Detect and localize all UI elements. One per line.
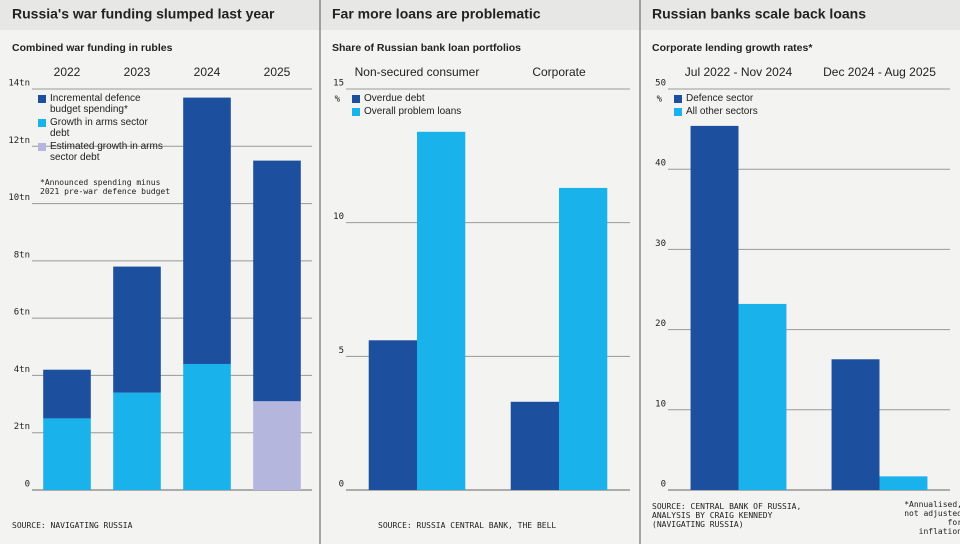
- legend-swatch: [674, 95, 682, 103]
- y-tick-label: 40: [655, 159, 666, 169]
- legend: Overdue debt Overall problem loans: [352, 93, 512, 119]
- legend-swatch: [352, 108, 360, 116]
- bar-segment: [253, 401, 301, 490]
- unit-label: %: [335, 95, 341, 105]
- category-label: 2022: [54, 65, 81, 79]
- category-label: Dec 2024 - Aug 2025: [823, 65, 936, 79]
- y-tick-label: 6tn: [14, 308, 30, 318]
- legend-label: Defence sector: [686, 93, 754, 104]
- legend-label: Overdue debt: [364, 93, 425, 104]
- y-tick-label: 20: [655, 319, 666, 329]
- source: SOURCE: NAVIGATING RUSSIA: [12, 521, 133, 530]
- bar-segment: [253, 160, 301, 402]
- legend-item: Overall problem loans: [352, 106, 512, 117]
- category-label: Non-secured consumer: [355, 65, 480, 79]
- category-label: 2023: [124, 65, 151, 79]
- legend-item: Estimated growth in arms sector debt: [38, 141, 168, 163]
- legend-label: Estimated growth in arms sector debt: [50, 141, 163, 163]
- header-band: [0, 0, 960, 30]
- legend-label: Growth in arms sector debt: [50, 117, 148, 139]
- panel-subtitle: Share of Russian bank loan portfolios: [332, 42, 521, 54]
- legend-swatch: [352, 95, 360, 103]
- panel-title: Russia's war funding slumped last year: [12, 6, 275, 22]
- bar-segment: [183, 97, 231, 364]
- y-tick-label: 10tn: [8, 193, 30, 203]
- bar: [417, 131, 466, 491]
- y-tick-label: 4tn: [14, 365, 30, 375]
- legend-label: Overall problem loans: [364, 106, 462, 117]
- legend-item: Overdue debt: [352, 93, 512, 104]
- legend-label: All other sectors: [686, 106, 758, 117]
- bar: [879, 476, 928, 490]
- legend: Incremental defence budget spending* Grow…: [38, 93, 168, 165]
- bar: [690, 125, 739, 490]
- bar-segment: [43, 418, 91, 490]
- bar: [510, 401, 559, 490]
- panel-subtitle: Combined war funding in rubles: [12, 42, 173, 54]
- category-label: Jul 2022 - Nov 2024: [685, 65, 793, 79]
- y-tick-label: 50: [655, 79, 666, 89]
- legend-swatch: [38, 119, 46, 127]
- source: SOURCE: CENTRAL BANK OF RUSSIA, ANALYSIS…: [652, 502, 802, 529]
- panel-title: Russian banks scale back loans: [652, 6, 866, 22]
- y-tick-label: 5: [339, 346, 344, 356]
- y-tick-label: 14tn: [8, 79, 30, 89]
- y-tick-label: 15: [333, 79, 344, 89]
- panel-subtitle: Corporate lending growth rates*: [652, 42, 813, 54]
- note: *Annualised, not adjusted for inflation: [904, 500, 960, 536]
- bar-segment: [183, 363, 231, 490]
- bar: [559, 187, 608, 490]
- legend-swatch: [38, 95, 46, 103]
- bar: [831, 359, 880, 490]
- y-tick-label: 30: [655, 239, 666, 249]
- category-label: 2024: [194, 65, 221, 79]
- y-tick-label: 0: [25, 480, 30, 490]
- y-tick-label: 0: [339, 480, 344, 490]
- bar: [368, 340, 417, 490]
- bar: [738, 303, 787, 490]
- legend: Defence sector All other sectors: [674, 93, 834, 119]
- legend-swatch: [38, 143, 46, 151]
- category-label: Corporate: [532, 65, 586, 79]
- y-tick-label: 8tn: [14, 250, 30, 260]
- y-tick-label: 10: [333, 212, 344, 222]
- panel-title: Far more loans are problematic: [332, 6, 541, 22]
- legend-item: Defence sector: [674, 93, 834, 104]
- unit-label: %: [657, 95, 663, 105]
- y-tick-label: 12tn: [8, 136, 30, 146]
- legend-item: Growth in arms sector debt: [38, 117, 168, 139]
- bar-segment: [113, 266, 161, 393]
- category-label: 2025: [264, 65, 291, 79]
- y-tick-label: 0: [661, 480, 666, 490]
- y-tick-label: 10: [655, 399, 666, 409]
- legend-swatch: [674, 108, 682, 116]
- legend-item: Incremental defence budget spending*: [38, 93, 168, 115]
- legend-label: Incremental defence budget spending*: [50, 93, 141, 115]
- y-tick-label: 2tn: [14, 422, 30, 432]
- source: SOURCE: RUSSIA CENTRAL BANK, THE BELL: [378, 521, 557, 530]
- note: *Announced spending minus 2021 pre-war d…: [40, 178, 171, 196]
- bar-segment: [43, 369, 91, 419]
- legend-item: All other sectors: [674, 106, 834, 117]
- bar-segment: [113, 392, 161, 490]
